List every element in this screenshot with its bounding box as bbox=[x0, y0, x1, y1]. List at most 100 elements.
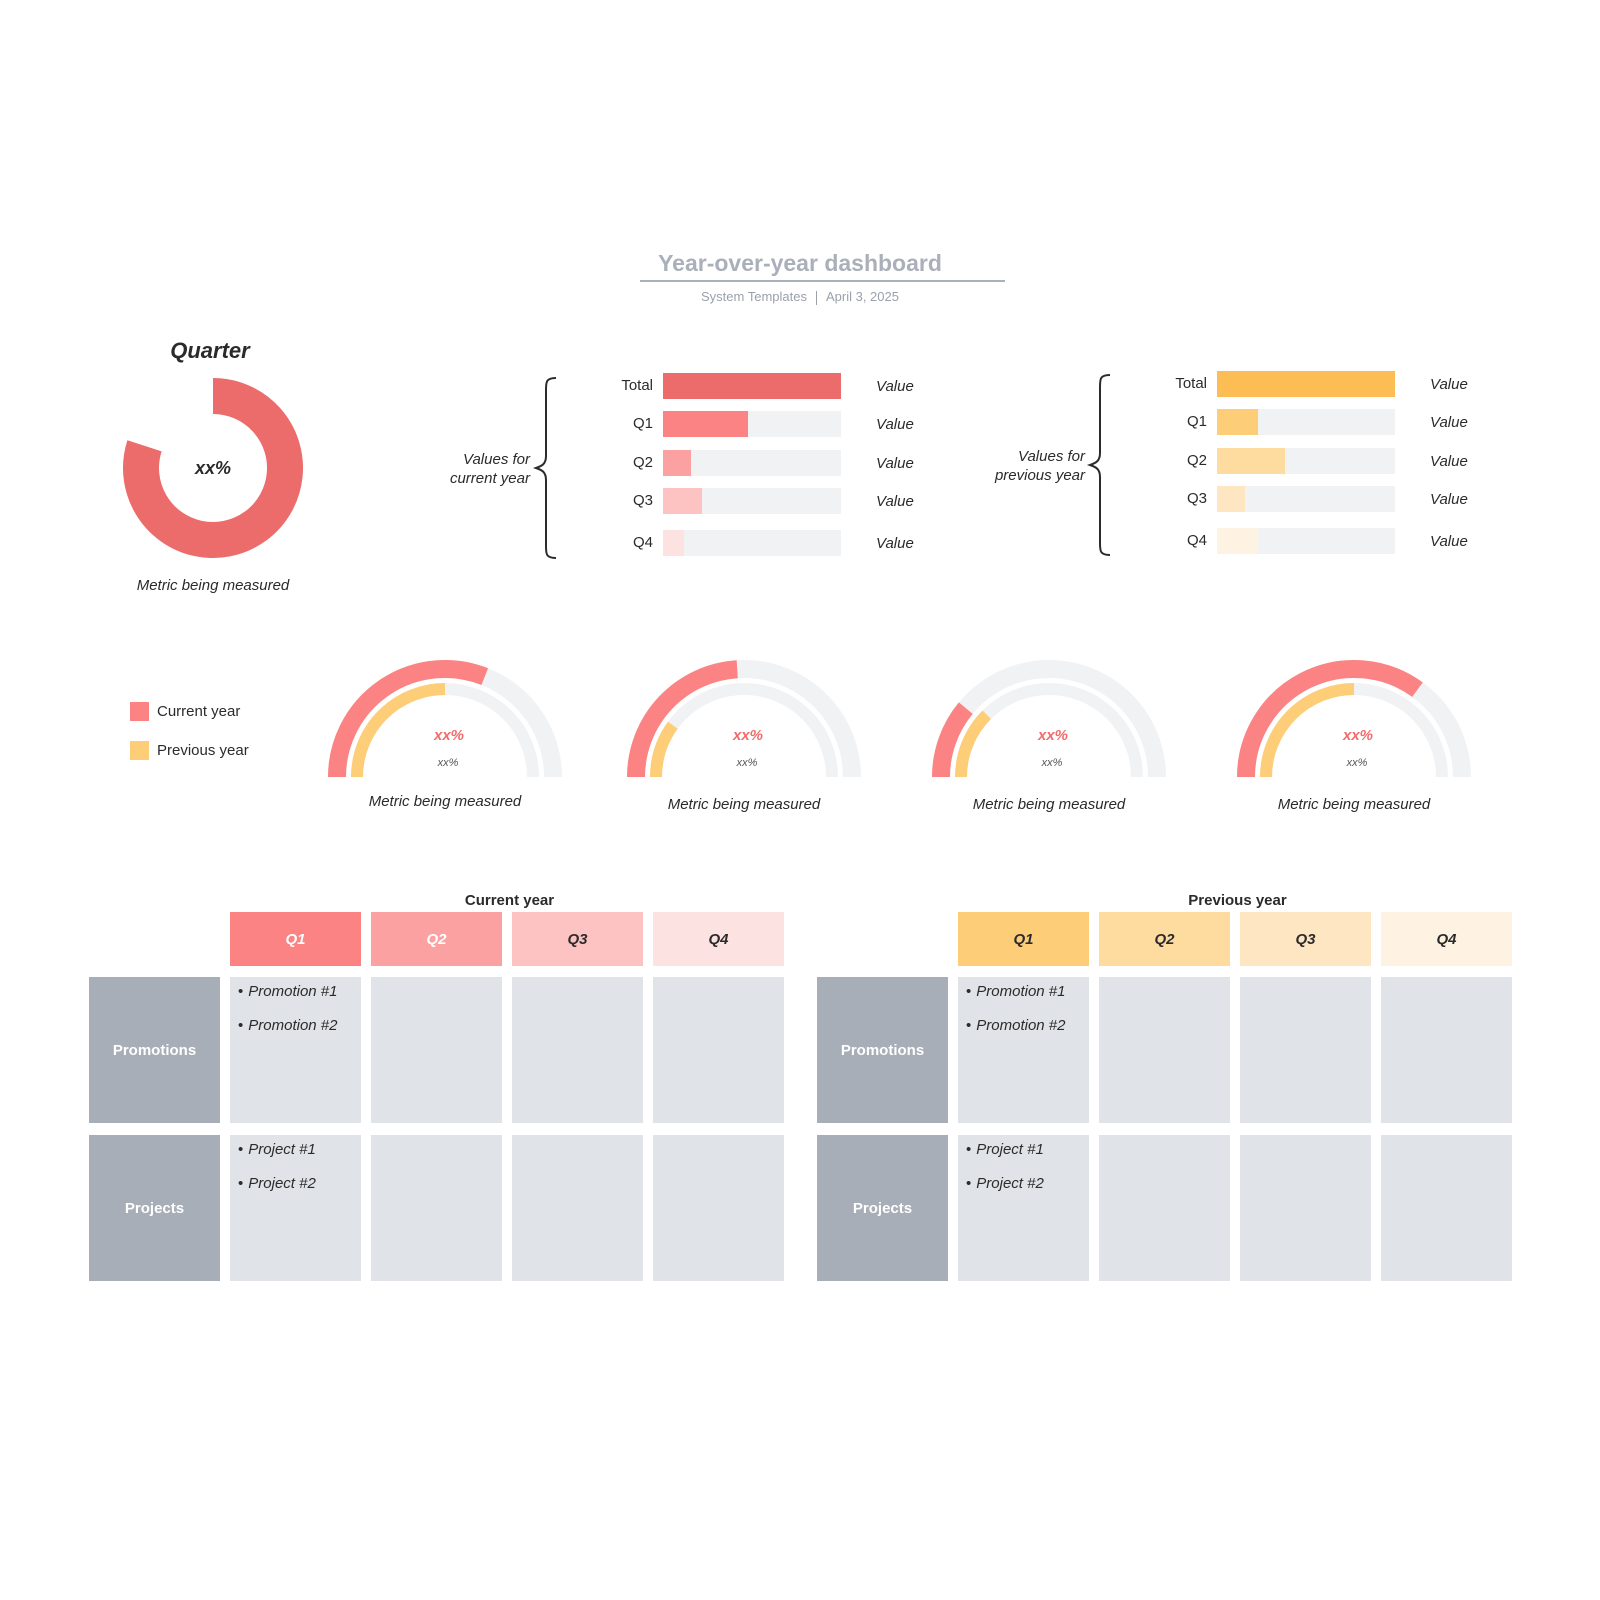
legend-swatch-current bbox=[130, 702, 149, 721]
group-label-line: current year bbox=[449, 470, 530, 487]
gauge-previous-arc bbox=[351, 683, 446, 778]
gauge bbox=[1237, 660, 1471, 778]
legend-label: Previous year bbox=[157, 742, 249, 759]
bar-fill bbox=[1217, 409, 1258, 435]
row-header: Projects bbox=[89, 1135, 220, 1281]
table-cell bbox=[1240, 1135, 1371, 1281]
table-title: Previous year bbox=[1188, 892, 1287, 909]
bar-label: Q1 bbox=[632, 415, 653, 432]
bar-track bbox=[1217, 486, 1395, 512]
legend-item-current: Current year bbox=[130, 702, 249, 721]
quarter-title: Quarter bbox=[170, 338, 250, 363]
cell-list: Promotion #1 Promotion #2 bbox=[966, 983, 1081, 1034]
gauge-caption: Metric being measured bbox=[1277, 796, 1431, 813]
gauge-caption: Metric being measured bbox=[368, 793, 522, 810]
legend-item-previous: Previous year bbox=[130, 741, 249, 760]
bar-fill bbox=[663, 530, 685, 556]
gauge-previous-arc bbox=[650, 721, 678, 778]
list-item: Promotion #1 bbox=[966, 983, 1081, 1000]
bar-fill bbox=[1217, 528, 1258, 554]
quarter-header: Q4 bbox=[1381, 912, 1512, 966]
bar-fill bbox=[663, 450, 692, 476]
bar-label: Q2 bbox=[632, 454, 653, 471]
current-bars-group-label: Values for current year bbox=[400, 450, 530, 488]
table-cell bbox=[653, 977, 784, 1123]
gauge bbox=[932, 660, 1166, 778]
list-item: Promotion #2 bbox=[966, 1017, 1081, 1034]
gauge-current-arc bbox=[932, 702, 973, 778]
cell-list: Project #1 Project #2 bbox=[966, 1141, 1081, 1192]
group-label-line: previous year bbox=[994, 467, 1085, 484]
quarter-header: Q1 bbox=[958, 912, 1089, 966]
row-header: Projects bbox=[817, 1135, 948, 1281]
bar-label: Q4 bbox=[632, 534, 653, 551]
list-item: Promotion #2 bbox=[238, 1017, 353, 1034]
gauge-sub-value: xx% bbox=[1041, 757, 1063, 769]
table-cell bbox=[512, 977, 643, 1123]
gauge-caption: Metric being measured bbox=[972, 796, 1126, 813]
bar-fill bbox=[1217, 486, 1246, 512]
quarter-donut bbox=[123, 378, 303, 558]
table-cell bbox=[512, 1135, 643, 1281]
table-cell bbox=[1381, 1135, 1512, 1281]
gauge-previous-arc bbox=[1260, 683, 1355, 778]
bar-fill bbox=[663, 373, 841, 399]
bar-track bbox=[663, 530, 841, 556]
bar-track bbox=[663, 488, 841, 514]
gauge bbox=[328, 660, 562, 778]
row-header: Promotions bbox=[817, 977, 948, 1123]
gauge-sub-value: xx% bbox=[736, 757, 758, 769]
table-cell: Project #1 Project #2 bbox=[230, 1135, 361, 1281]
donut-center-value: xx% bbox=[194, 458, 232, 478]
bar-value: Value bbox=[876, 416, 914, 433]
cell-list: Promotion #1 Promotion #2 bbox=[238, 983, 353, 1034]
donut-arc bbox=[123, 378, 303, 558]
table-cell bbox=[1381, 977, 1512, 1123]
gauge-caption: Metric being measured bbox=[667, 796, 821, 813]
quarter-header: Q1 bbox=[230, 912, 361, 966]
author: System Templates bbox=[701, 289, 807, 304]
bar-value: Value bbox=[1430, 414, 1468, 431]
page-title: Year-over-year dashboard bbox=[658, 250, 942, 276]
quarter-header: Q2 bbox=[371, 912, 502, 966]
list-item: Project #1 bbox=[238, 1141, 353, 1158]
table-cell: Promotion #1 Promotion #2 bbox=[958, 977, 1089, 1123]
bar-track bbox=[663, 411, 841, 437]
previous-bracket bbox=[1086, 374, 1111, 556]
title-underline bbox=[640, 280, 1005, 282]
bar-track bbox=[1217, 371, 1395, 397]
current-bracket bbox=[532, 377, 557, 559]
legend: Current year Previous year bbox=[130, 702, 249, 760]
gauge-main-value: xx% bbox=[433, 727, 465, 744]
bar-fill bbox=[663, 488, 703, 514]
date: April 3, 2025 bbox=[825, 289, 899, 304]
gauge-previous-arc bbox=[955, 710, 992, 778]
bar-track bbox=[663, 450, 841, 476]
table-cell bbox=[371, 977, 502, 1123]
table-cell: Project #1 Project #2 bbox=[958, 1135, 1089, 1281]
quarter-header: Q4 bbox=[653, 912, 784, 966]
subtitle-divider bbox=[815, 290, 817, 305]
row-header: Promotions bbox=[89, 977, 220, 1123]
table-cell bbox=[371, 1135, 502, 1281]
table-title: Current year bbox=[464, 892, 555, 909]
bar-fill bbox=[663, 411, 749, 437]
bar-label: Total bbox=[621, 377, 653, 394]
bar-value: Value bbox=[876, 493, 914, 510]
quarter-header: Q2 bbox=[1099, 912, 1230, 966]
bar-label: Q3 bbox=[1186, 490, 1207, 507]
bar-track bbox=[663, 373, 841, 399]
gauge-current-arc bbox=[1237, 660, 1423, 778]
bar-label: Q1 bbox=[1186, 413, 1207, 430]
bar-track bbox=[1217, 528, 1395, 554]
quarter-header: Q3 bbox=[512, 912, 643, 966]
bar-value: Value bbox=[876, 535, 914, 552]
bar-fill bbox=[1217, 371, 1395, 397]
gauge-main-value: xx% bbox=[1037, 727, 1069, 744]
bar-fill bbox=[1217, 448, 1285, 474]
gauge-main-value: xx% bbox=[1342, 727, 1374, 744]
bar-label: Total bbox=[1175, 375, 1207, 392]
list-item: Project #2 bbox=[238, 1175, 353, 1192]
table-cell bbox=[653, 1135, 784, 1281]
legend-label: Current year bbox=[157, 703, 241, 720]
